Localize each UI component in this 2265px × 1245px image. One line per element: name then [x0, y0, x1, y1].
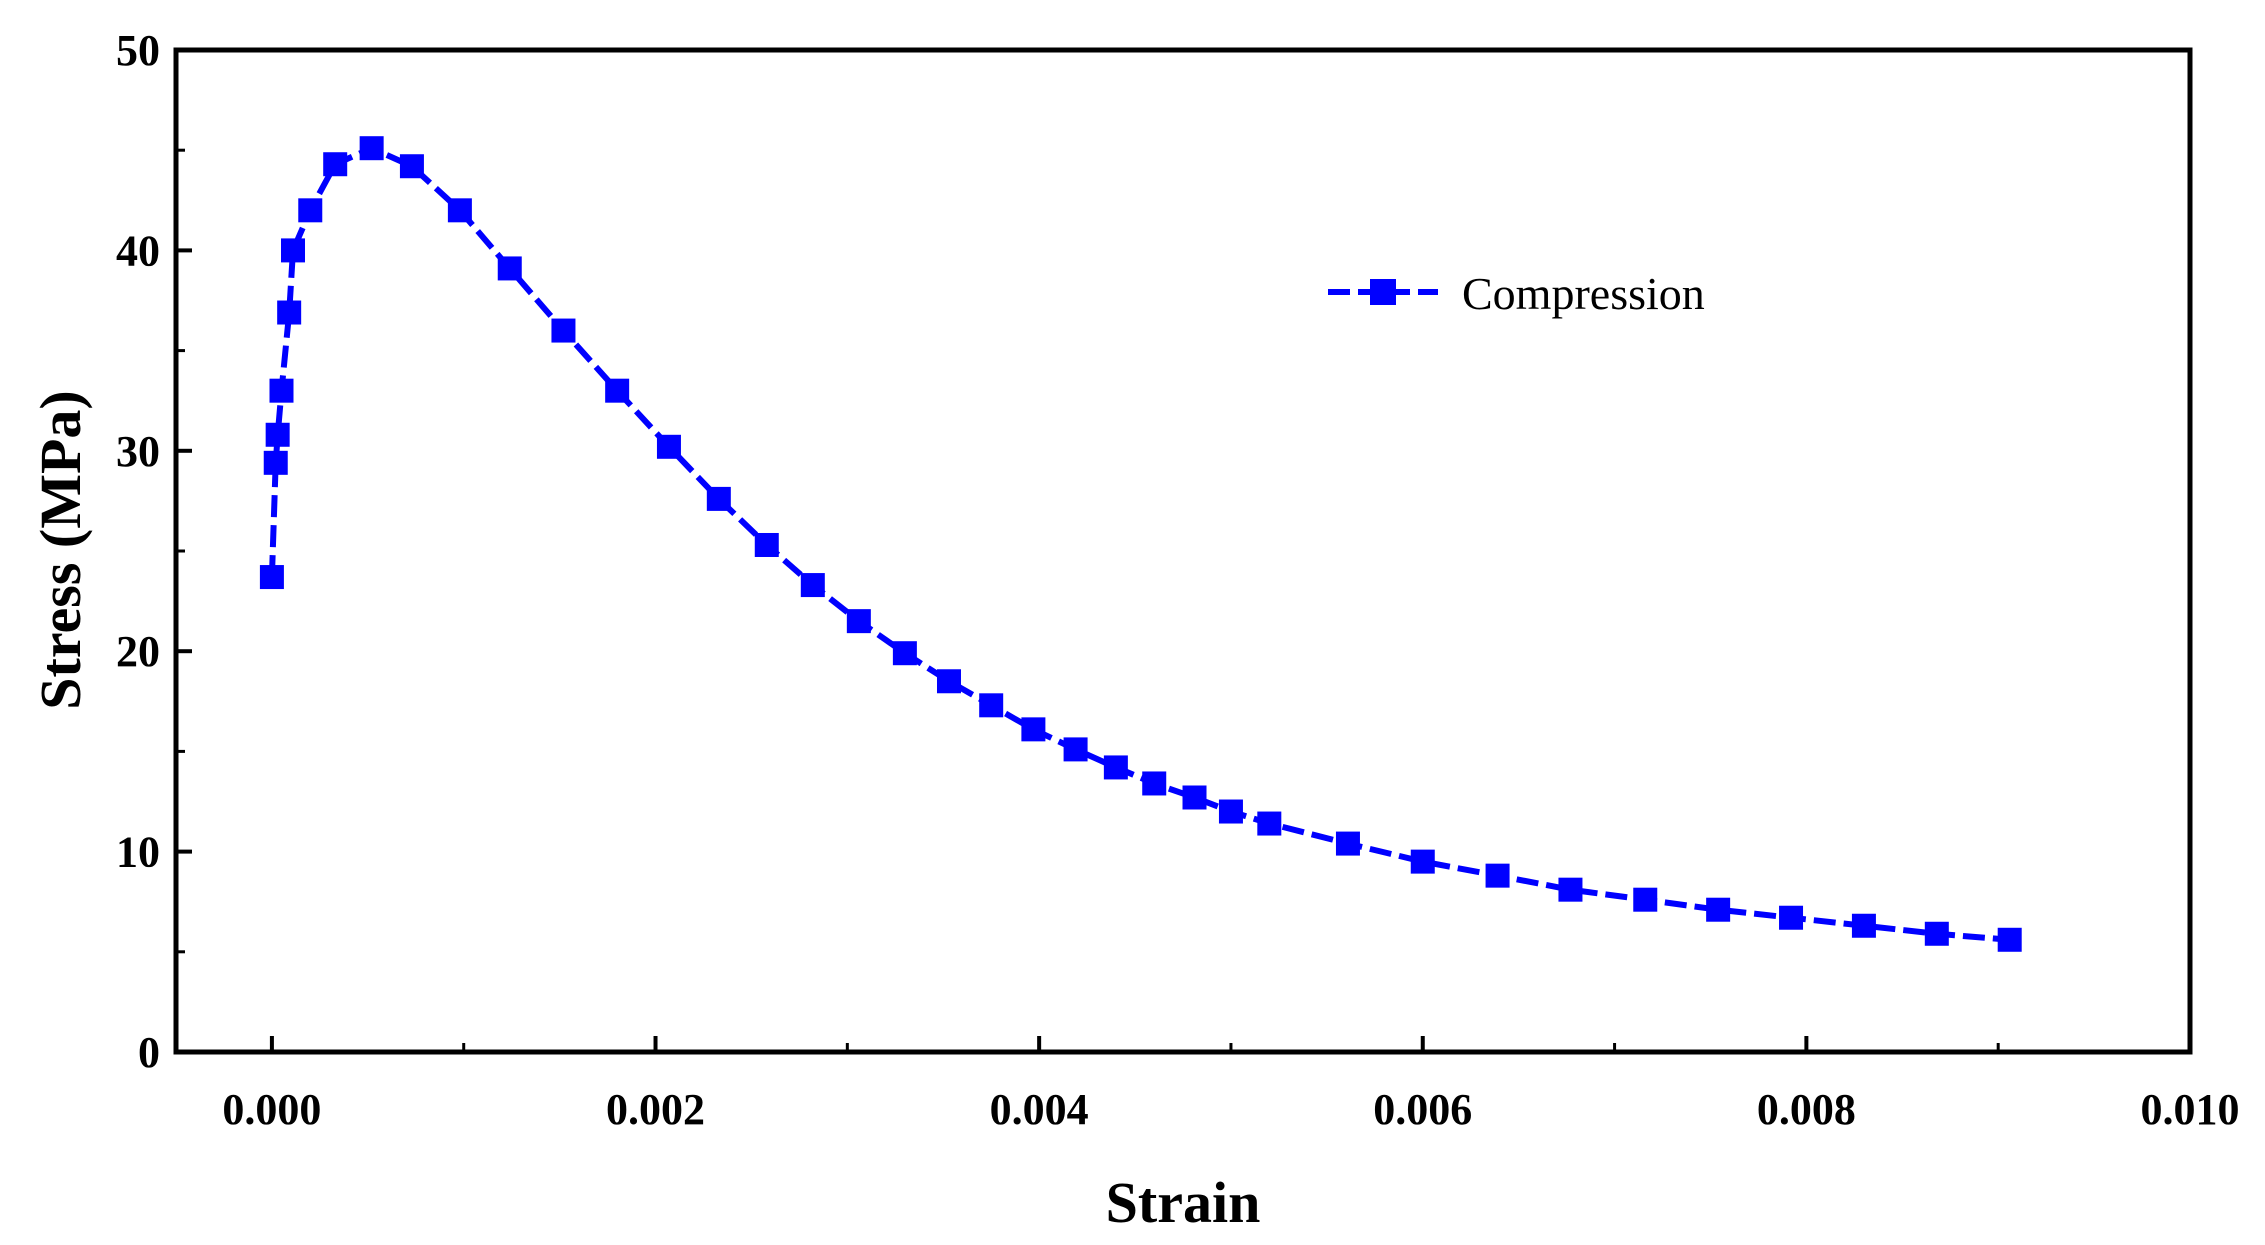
data-point-marker [551, 318, 576, 343]
data-point-marker [1633, 887, 1658, 912]
x-tick-label: 0.004 [990, 1085, 1089, 1134]
data-point-marker [1335, 831, 1360, 856]
y-tick-label: 0 [138, 1028, 160, 1077]
series-layer [259, 136, 2022, 952]
data-point-marker [1851, 913, 1876, 938]
data-point-marker [277, 300, 302, 325]
data-point-marker [263, 450, 288, 475]
x-tick-label: 0.008 [1757, 1085, 1856, 1134]
x-tick-label: 0.002 [606, 1085, 705, 1134]
data-point-marker [706, 486, 731, 511]
legend-marker-square [1370, 279, 1396, 305]
data-point-marker [1410, 849, 1435, 874]
x-tick-label: 0.006 [1373, 1085, 1472, 1134]
data-point-marker [1021, 717, 1046, 742]
data-point-marker [298, 198, 323, 223]
legend-label-compression: Compression [1462, 268, 1705, 319]
y-tick-label: 50 [116, 26, 160, 75]
x-axis-title: Strain [1106, 1170, 1261, 1235]
data-point-marker [399, 154, 424, 179]
y-axis-title: Stress (MPa) [28, 390, 93, 709]
plot-frame [173, 47, 2193, 1055]
data-point-marker [259, 565, 284, 590]
data-point-marker [1779, 905, 1804, 930]
data-point-marker [1257, 811, 1282, 836]
data-point-marker [1706, 897, 1731, 922]
data-point-marker [447, 198, 472, 223]
data-point-marker [1997, 927, 2022, 952]
data-point-marker [846, 609, 871, 634]
data-point-marker [1924, 921, 1949, 946]
legend: Compression [1328, 268, 1705, 319]
data-point-marker [892, 641, 917, 666]
data-point-marker [1063, 737, 1088, 762]
axes-layer: 0.000 0.002 0.004 0.006 0.008 0.010 0 10 20 30 40 5… [116, 26, 2240, 1134]
data-point-marker [1103, 755, 1128, 780]
data-point-marker [323, 152, 348, 177]
y-tick-label: 10 [116, 828, 160, 877]
series-line-compression [268, 145, 2010, 943]
data-point-marker [979, 693, 1004, 718]
y-tick-label: 30 [116, 427, 160, 476]
data-point-marker [359, 136, 384, 161]
data-point-marker [1558, 877, 1583, 902]
y-tick-label: 20 [116, 627, 160, 676]
y-tick-label: 40 [116, 226, 160, 275]
data-point-marker [497, 256, 522, 281]
data-point-marker [269, 378, 294, 403]
data-point-marker [605, 378, 630, 403]
data-point-marker [1142, 771, 1167, 796]
data-point-marker [754, 532, 779, 557]
data-point-marker [1485, 863, 1510, 888]
data-point-marker [1218, 799, 1243, 824]
data-point-marker [265, 422, 290, 447]
data-point-marker [281, 238, 306, 263]
data-point-marker [1182, 785, 1207, 810]
x-tick-label: 0.010 [2141, 1085, 2240, 1134]
data-point-marker [800, 573, 825, 598]
data-point-marker [656, 434, 681, 459]
data-point-marker [936, 669, 961, 694]
x-tick-label: 0.000 [222, 1085, 321, 1134]
